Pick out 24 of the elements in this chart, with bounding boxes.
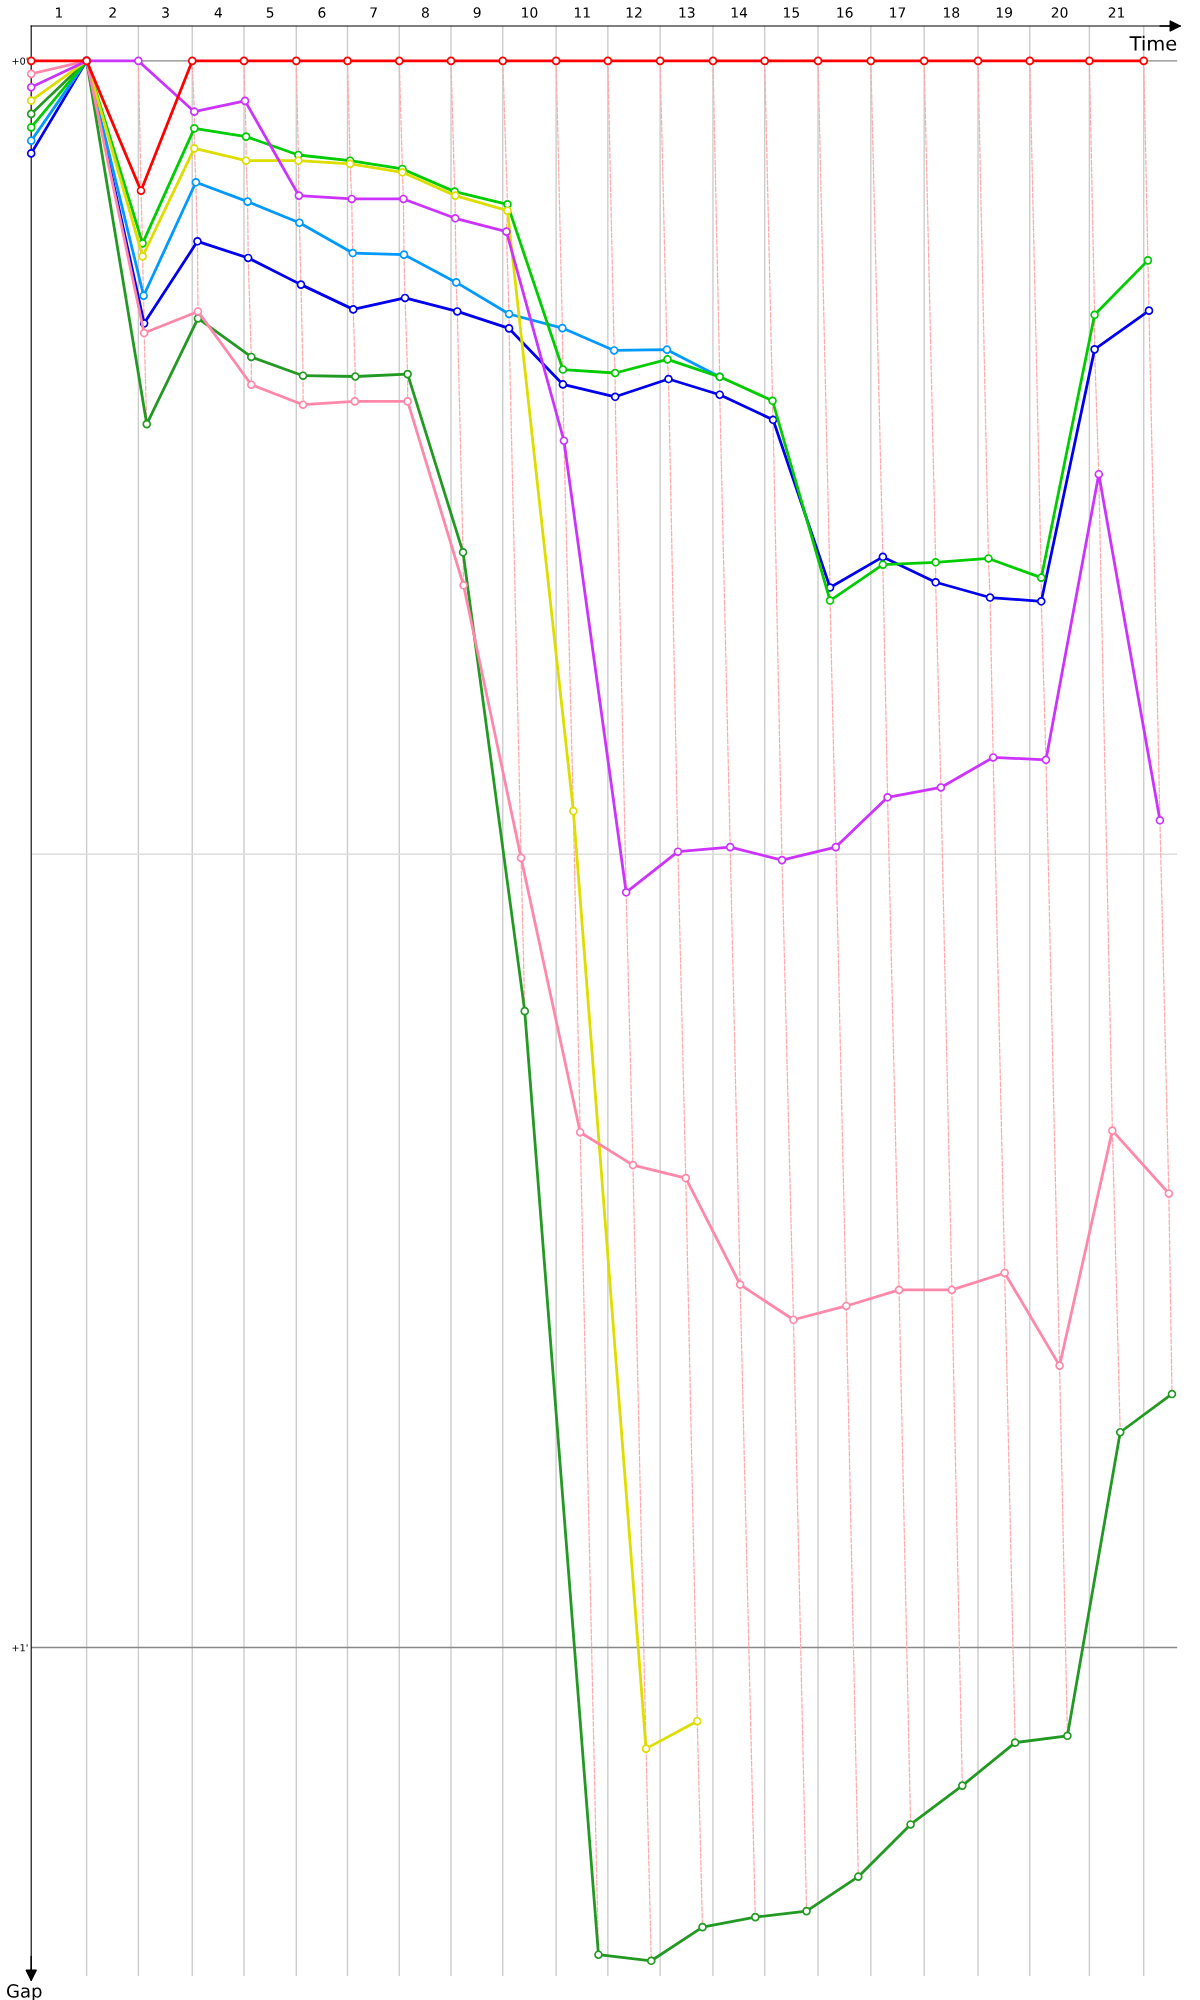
x-tick-label: 5	[266, 7, 274, 18]
x-tick-label: 8	[421, 7, 429, 18]
x-tick-label: 6	[318, 7, 326, 18]
x-tick-label: 11	[574, 7, 590, 18]
x-tick-label: 3	[162, 7, 169, 18]
x-tick-label: 21	[1108, 7, 1125, 18]
x-tick-label: 10	[522, 7, 538, 18]
x-tick-label: 18	[944, 7, 960, 18]
x-tick-label: 14	[731, 7, 748, 18]
x-tick-label: 4	[214, 7, 223, 18]
x-tick-label: 15	[784, 7, 799, 18]
x-tick-label: 17	[890, 7, 906, 18]
x-tick-label: 13	[679, 7, 695, 18]
x-tick-label: 7	[370, 7, 377, 18]
x-tick-label: 20	[1051, 7, 1068, 18]
x-tick-label: 12	[626, 7, 642, 18]
y-tick-label: +0'	[12, 57, 28, 65]
y-tick-label: +1'	[12, 1644, 28, 1652]
x-axis-title: Time	[1129, 35, 1177, 51]
x-tick-label: 9	[473, 7, 481, 18]
x-tick-label: 2	[109, 7, 116, 18]
x-tick-label: 1	[56, 7, 63, 18]
x-tick-label: 16	[837, 7, 853, 18]
x-tick-label: 19	[996, 7, 1013, 18]
